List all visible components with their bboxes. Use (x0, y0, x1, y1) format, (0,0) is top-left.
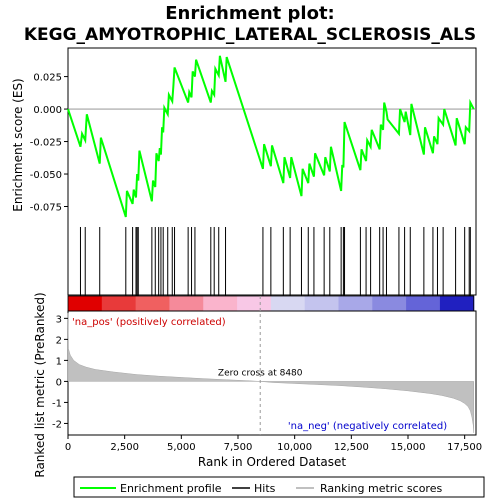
metric-y-tick-label: 2 (56, 335, 62, 346)
x-tick-label: 0 (65, 442, 71, 453)
es-y-axis-label: Enrichment score (ES) (11, 78, 25, 211)
negative-correlation-label: 'na_neg' (negatively correlated) (288, 421, 447, 432)
metric-panel-frame (67, 310, 477, 436)
heat-bar-segment (406, 296, 441, 311)
chart-title-line1: Enrichment plot: (165, 3, 335, 24)
es-y-tick-label: -0.075 (30, 203, 62, 214)
x-tick-label: 17,500 (447, 442, 482, 453)
es-y-tick-label: -0.025 (30, 138, 62, 149)
heat-bar-segment (304, 296, 339, 311)
legend-metric-label: Ranking metric scores (320, 482, 442, 495)
heat-bar-segment (68, 296, 103, 311)
enrichment-profile-line (67, 55, 475, 218)
metric-y-tick-label: 1 (56, 356, 62, 367)
heat-bar-segment (372, 296, 407, 311)
legend-box (73, 476, 485, 498)
x-axis-label: Rank in Ordered Dataset (198, 455, 346, 469)
heat-bar-segment (101, 296, 137, 311)
heat-bar-segment (237, 296, 272, 311)
x-tick-label: 10,000 (277, 442, 312, 453)
heat-bar-segment (135, 296, 170, 311)
es-y-ticks: 0.025 0.000 -0.025 -0.050 -0.075 (30, 73, 68, 214)
ranking-heat-bar (67, 295, 475, 312)
hits-marks (79, 227, 471, 296)
metric-y-ticks: 3 2 1 0 -1 -2 (52, 314, 68, 430)
positive-correlation-label: 'na_pos' (positively correlated) (72, 317, 226, 328)
x-tick-label: 15,000 (391, 442, 426, 453)
x-tick-label: 5,000 (167, 442, 196, 453)
es-y-tick-label: 0.000 (33, 105, 62, 116)
legend-enrichment-label: Enrichment profile (120, 482, 222, 495)
heat-bar-segment (203, 296, 238, 311)
es-panel-frame (67, 47, 477, 296)
es-y-tick-label: -0.050 (30, 170, 62, 181)
metric-y-tick-label: 3 (56, 314, 62, 325)
zero-cross-label: Zero cross at 8480 (218, 368, 303, 378)
x-ticks: 0 2,500 5,000 7,500 10,000 12,500 15,000 17,500 (65, 435, 482, 453)
es-y-tick-label: 0.025 (33, 73, 62, 84)
heat-bar-segment (169, 296, 204, 311)
metric-y-tick-label: 0 (56, 377, 62, 388)
heat-bar-segment (439, 296, 475, 311)
metric-y-tick-label: -2 (52, 419, 62, 430)
x-tick-label: 2,500 (110, 442, 139, 453)
metric-y-tick-label: -1 (52, 398, 62, 409)
ranking-metric-area (67, 313, 474, 433)
chart-title-line2: KEGG_AMYOTROPHIC_LATERAL_SCLEROSIS_ALS (24, 25, 476, 45)
x-tick-label: 7,500 (224, 442, 253, 453)
x-tick-label: 12,500 (334, 442, 369, 453)
metric-y-axis-label: Ranked list metric (PreRanked) (33, 292, 47, 477)
heat-bar-segment (338, 296, 373, 311)
legend-hits-label: Hits (254, 482, 276, 495)
heat-bar-segment (270, 296, 306, 311)
